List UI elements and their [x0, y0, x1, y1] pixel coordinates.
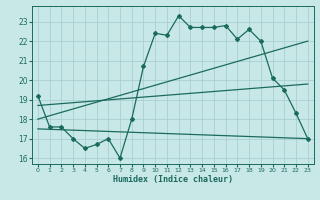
X-axis label: Humidex (Indice chaleur): Humidex (Indice chaleur) — [113, 175, 233, 184]
